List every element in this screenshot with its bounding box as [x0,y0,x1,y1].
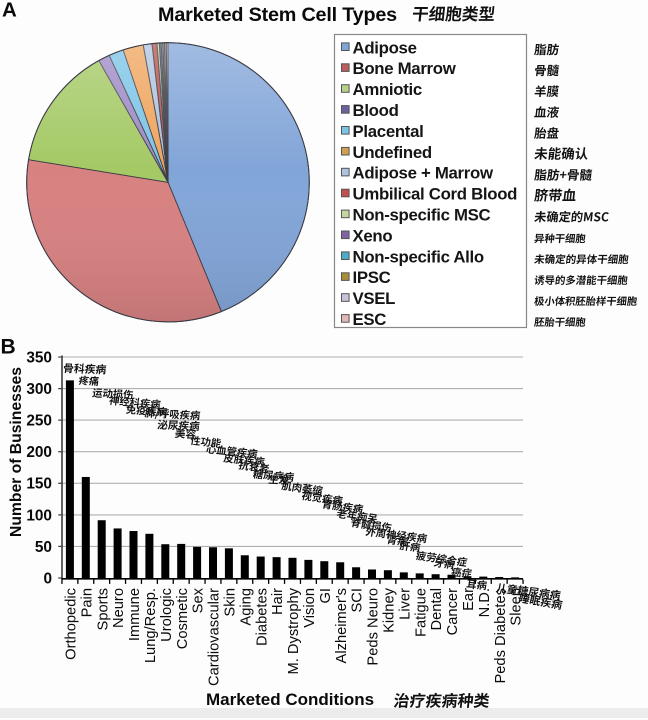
svg-text:Vision: Vision [302,588,318,628]
svg-text:Undefined: Undefined [353,143,432,162]
svg-text:Cosmetic: Cosmetic [175,588,191,649]
svg-text:Sex: Sex [191,587,207,613]
svg-text:Umbilical Cord Blood: Umbilical Cord Blood [353,185,518,204]
svg-text:50: 50 [35,539,52,556]
svg-text:0: 0 [43,570,52,587]
svg-text:250: 250 [26,413,52,430]
svg-text:Marketed Conditions: Marketed Conditions [206,690,374,709]
svg-text:Bone Marrow: Bone Marrow [353,59,457,78]
svg-text:Sports: Sports [95,588,111,630]
svg-text:Xeno: Xeno [353,226,393,245]
svg-text:SCI: SCI [350,588,366,612]
svg-text:Cancer: Cancer [445,588,461,635]
svg-text:M. Dystrophy: M. Dystrophy [286,587,302,674]
svg-text:Number of Businesses: Number of Businesses [8,367,25,537]
svg-text:Ear: Ear [461,588,477,611]
svg-text:Neuro: Neuro [111,588,127,628]
svg-text:Aging: Aging [238,588,254,626]
svg-text:100: 100 [26,507,52,524]
svg-text:200: 200 [26,444,52,461]
svg-text:Diabetes: Diabetes [254,588,270,646]
svg-text:VSEL: VSEL [353,289,396,308]
svg-text:A: A [2,0,17,22]
svg-text:Blood: Blood [353,101,399,120]
svg-text:Adipose + Marrow: Adipose + Marrow [353,164,494,183]
svg-text:Dental: Dental [429,588,445,630]
svg-text:IPSC: IPSC [353,268,391,287]
svg-text:Peds Neuro: Peds Neuro [366,588,382,666]
svg-text:Skin: Skin [223,588,239,617]
svg-text:Immune: Immune [127,588,143,641]
svg-text:Cardiovascular: Cardiovascular [207,588,223,686]
svg-text:Liver: Liver [397,588,413,620]
svg-text:B: B [1,336,16,359]
svg-text:Adipose: Adipose [353,38,417,57]
svg-text:Kidney: Kidney [382,587,398,633]
svg-text:150: 150 [26,476,52,493]
svg-text:Non-specific Allo: Non-specific Allo [353,247,484,266]
svg-text:GI: GI [318,588,334,604]
svg-text:Peds Diabetes: Peds Diabetes [493,588,509,684]
svg-text:Urologic: Urologic [159,588,175,642]
svg-text:350: 350 [26,349,52,366]
svg-text:Pain: Pain [79,588,95,617]
svg-text:Marketed Stem Cell Types: Marketed Stem Cell Types [158,4,397,26]
svg-text:ESC: ESC [353,310,387,329]
svg-text:Alzheimer's: Alzheimer's [334,588,350,663]
svg-text:300: 300 [26,381,52,398]
svg-text:N.D.: N.D. [477,588,493,617]
svg-text:Fatigue: Fatigue [413,588,429,637]
svg-text:Placental: Placental [353,122,424,141]
svg-text:Lung/Resp.: Lung/Resp. [143,588,159,663]
svg-text:Orthopedic: Orthopedic [64,588,80,660]
svg-text:Hair: Hair [270,588,286,615]
svg-text:Amniotic: Amniotic [353,80,422,99]
svg-text:Non-specific MSC: Non-specific MSC [353,206,491,225]
